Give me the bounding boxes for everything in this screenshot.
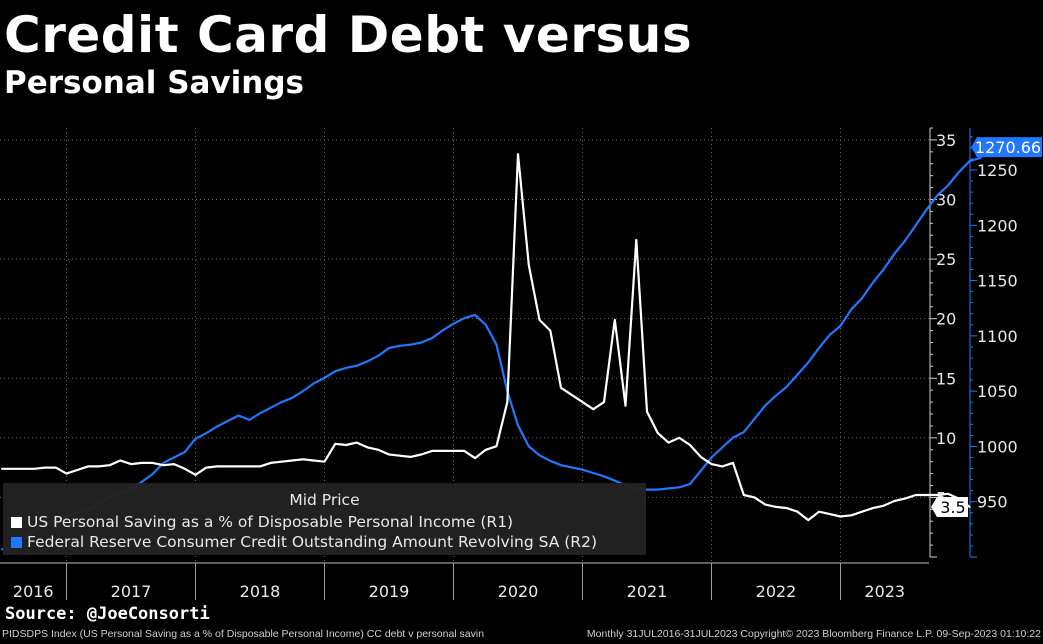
x-tick-label: 2017 <box>111 582 152 601</box>
last-value-labels: 3.5 1270.66 <box>931 137 1042 517</box>
last-value-badge-saving <box>931 496 968 517</box>
last-value-badge-credit <box>971 137 1042 158</box>
x-tick-label: 2022 <box>756 582 797 601</box>
last-value-label-credit: 1270.66 <box>975 138 1041 157</box>
r1-tick-label: 20 <box>936 310 956 329</box>
r1-axis: 5101520253035 <box>929 127 956 558</box>
x-tick-label: 2019 <box>369 582 410 601</box>
x-tick-label: 2021 <box>627 582 668 601</box>
x-tick-label: 2018 <box>240 582 281 601</box>
legend-item-credit: Federal Reserve Consumer Credit Outstand… <box>11 533 597 551</box>
r1-tick-label: 15 <box>936 369 956 388</box>
r1-tick-label: 30 <box>936 191 956 210</box>
footer: PIDSDPS Index (US Personal Saving as a %… <box>2 628 1041 643</box>
legend-item-saving: US Personal Saving as a % of Disposable … <box>11 513 513 531</box>
series-line-credit <box>0 146 993 551</box>
r2-tick-label: 1100 <box>977 327 1018 346</box>
r2-tick-label: 1200 <box>977 216 1018 235</box>
x-axis: 2016 2017 2018 2019 2020 2021 2022 2023 <box>0 562 929 601</box>
x-tick-label: 2016 <box>13 582 54 601</box>
legend: Mid Price US Personal Saving as a % of D… <box>3 483 646 555</box>
r2-tick-label: 950 <box>977 493 1008 512</box>
r2-axis: 950 1000 1050 1100 1150 1200 1250 <box>969 128 1018 558</box>
r2-tick-label: 1000 <box>977 437 1018 456</box>
legend-header: Mid Price <box>289 491 360 509</box>
series-line-saving <box>0 153 971 522</box>
x-tick-label: 2020 <box>498 582 539 601</box>
r1-tick-label: 10 <box>936 429 956 448</box>
footer-meta: Monthly 31JUL2016-31JUL2023 Copyright© 2… <box>586 628 1041 640</box>
legend-swatch-credit <box>11 537 22 548</box>
chart-title: Credit Card Debt versus <box>4 6 693 64</box>
legend-swatch-saving <box>11 517 22 528</box>
x-tick-label: 2023 <box>864 582 905 601</box>
r2-tick-label: 1250 <box>977 161 1018 180</box>
legend-label-credit: Federal Reserve Consumer Credit Outstand… <box>27 533 597 551</box>
footer-ticker: PIDSDPS Index (US Personal Saving as a %… <box>2 628 485 640</box>
r1-tick-label: 35 <box>936 131 956 150</box>
last-value-label-saving: 3.5 <box>940 498 965 517</box>
r1-tick-label: 25 <box>936 250 956 269</box>
r2-tick-label: 1150 <box>977 272 1018 291</box>
series-lines <box>0 146 993 551</box>
r2-tick-label: 1050 <box>977 382 1018 401</box>
legend-label-saving: US Personal Saving as a % of Disposable … <box>27 513 514 531</box>
source-credit: Source: @JoeConsorti <box>5 604 210 624</box>
chart-subtitle: Personal Savings <box>4 65 304 101</box>
